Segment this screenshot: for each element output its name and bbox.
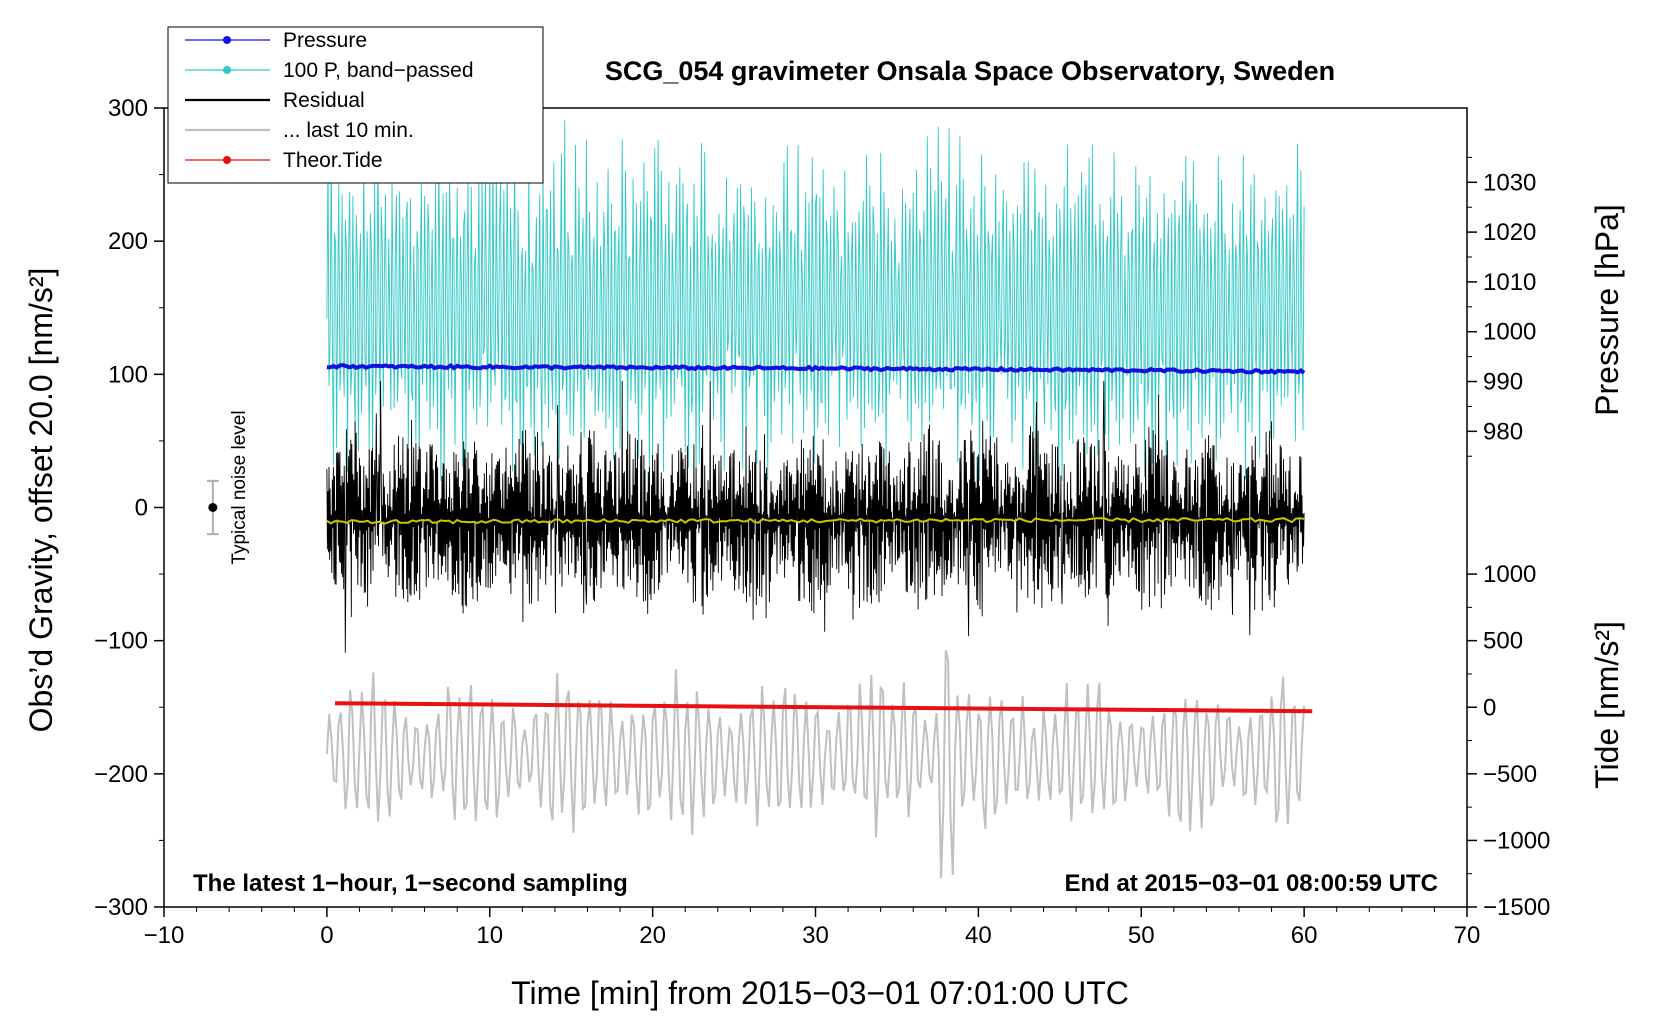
- legend-label: 100 P, band−passed: [283, 59, 474, 82]
- y-tick-label: 200: [108, 228, 148, 255]
- x-tick-label: 60: [1291, 922, 1318, 949]
- chart-title: SCG_054 gravimeter Onsala Space Observat…: [605, 56, 1335, 86]
- y-axis-label-pressure: Pressure [hPa]: [1589, 204, 1625, 416]
- x-tick-label: −10: [144, 922, 185, 949]
- y-tick-label: −300: [94, 894, 148, 921]
- y-axis-label-tide: Tide [nm/s²]: [1589, 621, 1625, 789]
- noise-label: Typical noise level: [229, 410, 250, 564]
- legend-marker: [223, 156, 231, 164]
- y-tick-label: −200: [94, 761, 148, 788]
- tide-tick-label: 500: [1483, 628, 1523, 655]
- tide-tick-label: −500: [1483, 761, 1537, 788]
- legend-label: ... last 10 min.: [283, 119, 414, 142]
- x-tick-label: 70: [1454, 922, 1481, 949]
- pressure-tick-label: 980: [1483, 418, 1523, 445]
- legend-marker: [223, 66, 231, 74]
- pressure-tick-label: 1020: [1483, 219, 1536, 246]
- x-tick-label: 50: [1128, 922, 1155, 949]
- noise-marker: Typical noise level: [206, 410, 250, 565]
- tide-tick-label: 1000: [1483, 561, 1536, 588]
- series-last-10-min: [325, 650, 1306, 879]
- annotation-end-time: End at 2015−03−01 08:00:59 UTC: [1064, 870, 1438, 897]
- pressure-tick-label: 1010: [1483, 269, 1536, 296]
- pressure-tick-label: 1030: [1483, 169, 1536, 196]
- tide-tick-label: −1500: [1483, 894, 1550, 921]
- legend: Pressure 100 P, band−passed Residual ... la…: [167, 26, 544, 184]
- series-theor-tide: [335, 701, 1313, 714]
- ticks-layer: −10 0 10 20 30 40 50 60 703002001000−100−200−300…: [94, 95, 1550, 949]
- x-tick-label: 0: [320, 922, 333, 949]
- y-tick-label: 0: [135, 495, 148, 522]
- tide-tick-label: −1000: [1483, 827, 1550, 854]
- y-tick-label: −100: [94, 628, 148, 655]
- legend-label: Theor.Tide: [283, 149, 383, 172]
- legend-label: Pressure: [283, 29, 367, 52]
- series-mean-residual: [326, 517, 1305, 525]
- pressure-tick-label: 990: [1483, 369, 1523, 396]
- tide-tick-label: 0: [1483, 694, 1496, 721]
- noise-point: [208, 503, 218, 512]
- pressure-tick-label: 1000: [1483, 319, 1536, 346]
- y-tick-label: 100: [108, 361, 148, 388]
- y-tick-label: 300: [108, 95, 148, 122]
- series-pressure: [326, 363, 1306, 376]
- x-tick-label: 20: [639, 922, 666, 949]
- x-tick-label: 30: [802, 922, 829, 949]
- legend-box: [167, 26, 544, 184]
- x-axis-label: Time [min] from 2015−03−01 07:01:00 UTC: [511, 975, 1129, 1011]
- x-tick-label: 10: [476, 922, 503, 949]
- y-axis-label-left: Obs’d Gravity, offset 20.0 [nm/s²]: [23, 268, 59, 733]
- legend-marker: [223, 36, 231, 44]
- x-tick-label: 40: [965, 922, 992, 949]
- legend-label: Residual: [283, 89, 365, 112]
- series-residual: [326, 380, 1305, 653]
- annotation-sampling: The latest 1−hour, 1−second sampling: [193, 870, 628, 897]
